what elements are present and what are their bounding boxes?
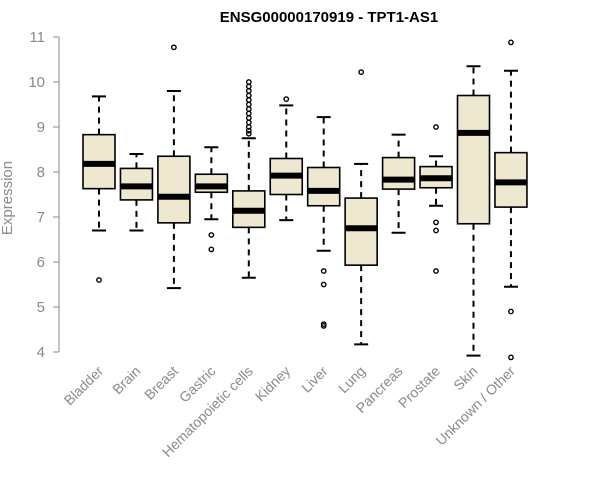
y-tick-label: 10	[28, 74, 45, 91]
chart-title: ENSG00000170919 - TPT1-AS1	[220, 9, 438, 26]
box-iqr	[381, 156, 416, 190]
y-axis: 4 5 6 7 8 9 10 11	[28, 29, 60, 361]
box-group	[269, 96, 304, 222]
box-group	[306, 116, 341, 329]
outlier-point	[245, 124, 252, 130]
outlier-point	[96, 277, 102, 283]
box-group	[419, 124, 453, 274]
y-tick-label: 4	[37, 344, 45, 361]
outlier-point	[208, 246, 215, 253]
outlier-point	[170, 44, 177, 51]
y-tick-label: 5	[37, 299, 45, 316]
outlier-point	[320, 322, 327, 329]
x-tick-label: Breast	[141, 363, 181, 403]
outlier-point	[433, 219, 439, 226]
outlier-point	[433, 227, 439, 234]
box-group	[344, 69, 378, 346]
box-iqr	[194, 173, 229, 194]
box-group	[157, 44, 191, 290]
x-tick-label: Brain	[109, 363, 143, 397]
outlier-point	[508, 354, 514, 361]
outlier-point	[245, 97, 252, 103]
y-tick-label: 7	[37, 209, 45, 226]
outlier-point	[245, 130, 252, 137]
outlier-point	[245, 115, 252, 121]
outlier-point	[245, 92, 252, 99]
outlier-point	[433, 124, 439, 130]
box-group	[194, 146, 229, 253]
outlier-point	[283, 96, 290, 103]
x-tick-label: Skin	[450, 363, 481, 394]
outlier-point	[320, 268, 327, 274]
box-iqr	[456, 94, 491, 225]
outlier-point	[245, 83, 252, 90]
y-tick-label: 11	[29, 29, 45, 46]
box-iqr	[157, 155, 191, 224]
x-tick-label: Prostate	[395, 363, 443, 411]
y-tick-label: 8	[37, 164, 45, 181]
box-group	[119, 153, 154, 232]
box-group	[494, 39, 528, 361]
x-tick-label: Lung	[335, 363, 368, 396]
boxes-layer	[82, 39, 528, 361]
y-tick-label: 9	[37, 119, 45, 136]
box-group	[82, 95, 116, 283]
outlier-point	[245, 88, 252, 94]
outlier-point	[245, 110, 252, 117]
box-group	[456, 65, 491, 357]
outlier-point	[245, 119, 252, 126]
box-group	[232, 79, 266, 279]
outlier-point	[358, 69, 365, 76]
y-tick-label: 6	[37, 254, 45, 271]
box-iqr	[344, 197, 378, 266]
x-tick-label: Liver	[298, 363, 331, 396]
outlier-point	[508, 308, 514, 315]
outlier-point	[245, 106, 252, 112]
box-iqr	[306, 166, 341, 207]
x-tick-label: Bladder	[61, 363, 107, 409]
box-group	[381, 133, 416, 234]
outlier-point	[208, 232, 215, 238]
outlier-point	[433, 268, 439, 274]
outlier-point	[320, 281, 327, 288]
outlier-point	[245, 101, 252, 108]
x-tick-label: Kidney	[252, 363, 294, 405]
outlier-point	[245, 127, 252, 134]
y-axis-label: Expression	[0, 161, 16, 235]
outlier-point	[508, 39, 514, 46]
outlier-point	[245, 79, 252, 85]
